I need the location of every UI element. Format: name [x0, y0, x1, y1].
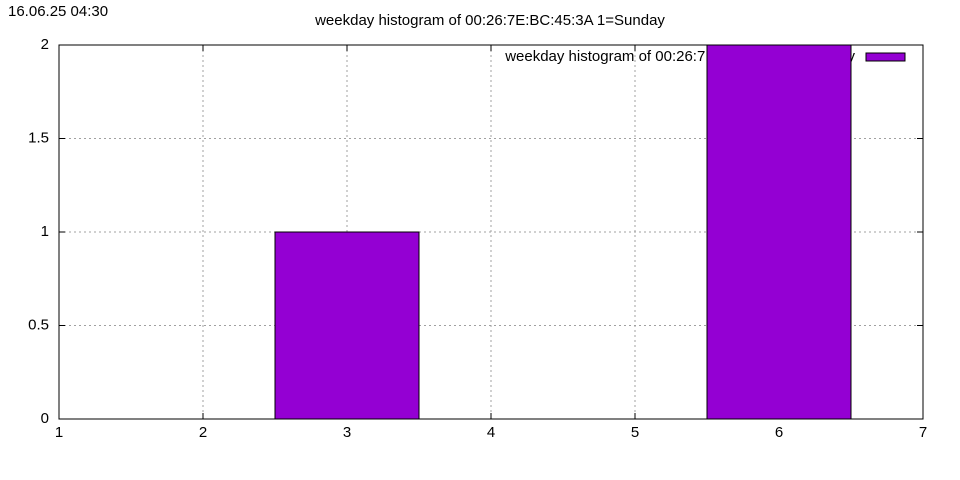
legend-swatch	[865, 52, 906, 62]
y-tick-label: 1	[41, 223, 49, 240]
x-tick-label: 2	[199, 424, 207, 441]
bar	[274, 231, 420, 420]
x-tick-label: 3	[343, 424, 351, 441]
y-tick-label: 0.5	[28, 316, 49, 333]
y-tick-label: 0	[41, 410, 49, 427]
x-tick-label: 7	[919, 424, 927, 441]
bar	[706, 44, 852, 420]
x-tick-label: 1	[55, 424, 63, 441]
chart-title: weekday histogram of 00:26:7E:BC:45:3A 1…	[314, 12, 665, 29]
x-tick-label: 5	[631, 424, 639, 441]
y-tick-label: 1.5	[28, 129, 49, 146]
timestamp: 16.06.25 04:30	[8, 3, 108, 20]
x-tick-label: 4	[487, 424, 495, 441]
plot-border	[58, 44, 924, 420]
y-tick-label: 2	[41, 36, 49, 53]
x-tick-label: 6	[775, 424, 783, 441]
